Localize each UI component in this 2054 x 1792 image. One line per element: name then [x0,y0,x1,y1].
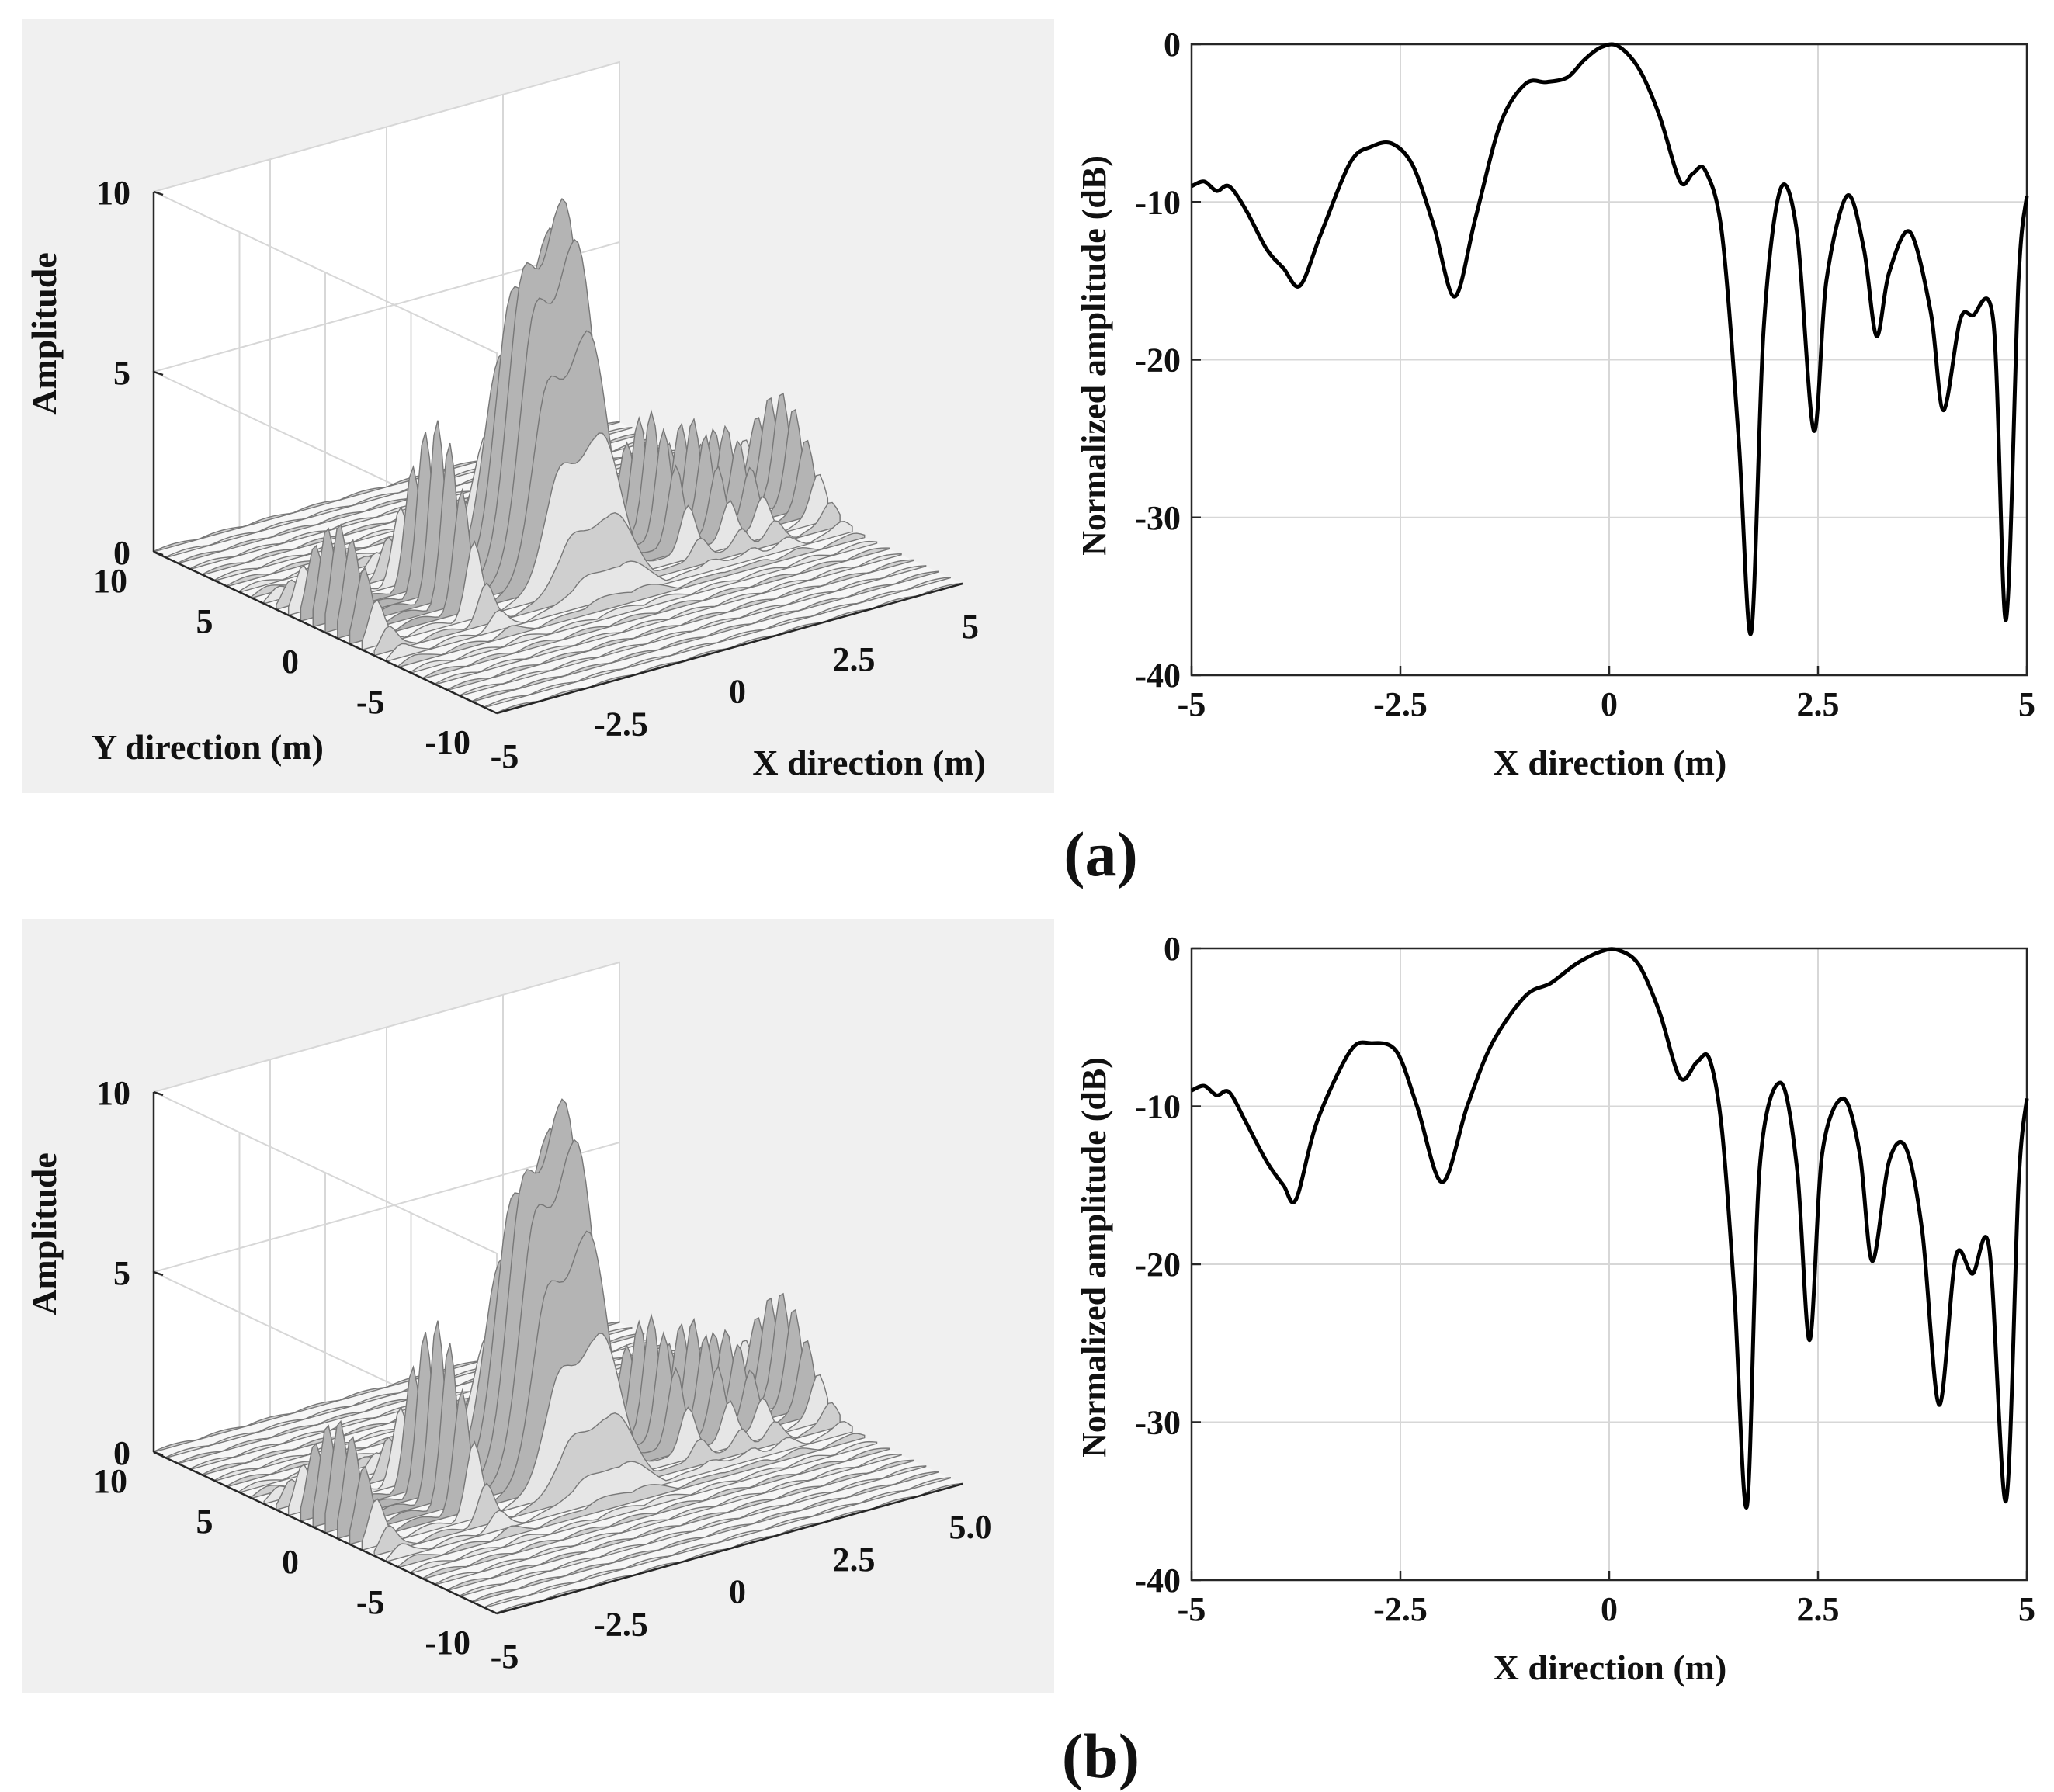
panel-b-3d-z-tick-0 [153,1451,164,1457]
panel-a-y-axis-label: Y direction (m) [92,727,324,767]
panel-a-line-x-tick-label-4: 5 [2018,685,2035,723]
panel-a-z-axis-label: Amplitude [24,252,64,415]
panel-a-line-y-tick-label-0: 0 [1164,26,1181,64]
panel-a-3d-surface-ridge-25 [459,565,927,697]
panel-a-3d-y-tick-label-3: -5 [356,683,385,721]
panel-a-line-y-axis-label: Normalized amplitude (dB) [1075,155,1113,556]
panel-b-3d-z-tick-label-0: 0 [113,1434,130,1472]
panel-b-3d-surface-ridge-25 [459,1465,927,1597]
panel-a-3d-z-tick-2 [153,190,164,196]
panel-a-3d-y-tick-label-2: 0 [282,643,299,681]
panel-b-3d-surface-ridge-24 [447,1459,914,1592]
panel-b-line-x-tick-label-3: 2.5 [1797,1590,1840,1628]
panel-a-line-series-line-0 [1190,42,2029,636]
panel-a-line-x-tick-label-3: 2.5 [1797,685,1840,723]
panel-a-3d-surface-ridge-24 [447,559,914,691]
panel-a-3d-surface-ridge-22 [422,547,890,680]
panel-b-line-y-tick-label-2: -20 [1135,1246,1181,1284]
panel-b-line-series-line-0 [1190,947,2029,1510]
panel-a-3d-surface-ridge-23 [435,553,902,685]
panel-b-3d-z-tick-2 [153,1090,164,1097]
panel-b-3d-surface-ridge-22 [422,1447,890,1580]
panel-a-line-y-tick-label-3: -30 [1135,499,1181,537]
panel-a-line-y-tick-label-2: -20 [1135,341,1181,380]
panel-a-3d-surface-ridge-27 [484,577,951,709]
panel-a-3d-x-axis-line [496,582,963,715]
panel-a-3d-x-tick-label-3: 2.5 [833,640,876,678]
panel-b-3d-x-tick-label-2: 0 [729,1573,746,1611]
panel-a-3d-axes: 0 5 10 10 5 0 -5 -10 -5 -2.5 0 2.5 5 [93,174,979,775]
panel-b-3d-surface-ridge-21 [410,1440,878,1574]
panel-b-3d-surface-ridge-27 [484,1477,951,1609]
panel-a-3d-x-tick-label-0: -5 [491,737,519,775]
panel-a-3d-surface-ridge-20 [398,532,866,668]
panel-a-line-x-tick-label-1: -2.5 [1373,685,1428,723]
panel-b-line-y-tick-label-3: -30 [1135,1404,1181,1442]
panel-a-3d-z-tick-1 [153,370,164,376]
panel-b-3d-x-tick-label-0: -5 [491,1638,519,1676]
panel-a-3d-surface-ridge-26 [471,570,939,703]
panel-a-x-axis-label: X direction (m) [752,743,986,782]
panel-a-line-x-tick-label-2: 0 [1601,685,1618,723]
panel-b-3d-x-tick-label-1: -2.5 [594,1605,648,1643]
panel-b-line-y-tick-label-1: -10 [1135,1088,1181,1126]
panel-b-3d-z-tick-label-1: 5 [113,1254,130,1292]
panel-b-line-x-tick-label-4: 5 [2018,1590,2035,1628]
panel-a-3d-z-tick-label-1: 5 [113,354,130,392]
panel-a-3d-y-tick-label-4: -10 [425,723,470,761]
panel-a-3d-chart: 0 5 10 10 5 0 -5 -10 -5 -2.5 0 2.5 5 Amplitude Y dir… [22,19,1054,793]
panel-a-3d-x-tick-label-2: 0 [729,673,746,711]
panel-b-3d-y-tick-label-2: 0 [282,1543,299,1581]
panel-b-line-chart: -5 -2.5 0 2.5 5 0 -10 -20 -30 -40 Normalized ampl… [1075,930,2035,1687]
panel-a-3d-x-tick-label-1: -2.5 [594,705,648,743]
panel-b-3d-chart: 0 5 10 10 5 0 -5 -10 -5 -2.5 0 2.5 5.0 Amplitude [22,919,1054,1693]
panel-b-z-axis-label: Amplitude [24,1152,64,1315]
panel-a-line-y-tick-label-4: -40 [1135,657,1181,695]
panel-a-line-chart: -5 -2.5 0 2.5 5 0 -10 -20 -30 -40 Normalized ampl… [1075,26,2035,782]
panel-a-3d-y-axis-line [153,550,498,715]
panel-b-line-y-tick-label-4: -40 [1135,1562,1181,1600]
panel-b-3d-x-tick-label-4: 5.0 [949,1508,992,1546]
panel-b-3d-y-tick-label-0: 10 [93,1462,127,1500]
panel-a-3d-y-tick-label-1: 5 [196,602,213,640]
panel-b-line-x-tick-label-2: 0 [1601,1590,1618,1628]
panel-b-line-plot-area: -5 -2.5 0 2.5 5 0 -10 -20 -30 -40 [1135,930,2035,1628]
panel-a-line-x-tick-label-0: -5 [1178,685,1206,723]
panel-b-3d-axes: 0 5 10 10 5 0 -5 -10 -5 -2.5 0 2.5 5.0 [93,1074,992,1676]
panel-a-3d-z-tick-label-0: 0 [113,534,130,572]
panel-a-line-y-tick-label-1: -10 [1135,183,1181,221]
panel-b-3d-y-tick-label-4: -10 [425,1624,470,1662]
panel-b-3d-x-tick-label-3: 2.5 [833,1541,876,1579]
panel-a-3d-z-tick-0 [153,550,164,556]
panel-b-3d-surface-ridge-19 [386,1421,853,1563]
panel-a-3d-surface [153,197,963,714]
panel-b-line-y-axis-label: Normalized amplitude (dB) [1075,1057,1113,1458]
panel-b-3d-y-tick-label-3: -5 [356,1583,385,1621]
panel-label-b: (b) [1062,1721,1140,1791]
panel-b-3d-surface-ridge-20 [398,1433,866,1568]
panel-a-line-x-axis-label: X direction (m) [1494,743,1727,782]
panel-b-3d-y-tick-label-1: 5 [196,1503,213,1541]
panel-b-line-y-tick-label-0: 0 [1164,930,1181,968]
panel-a-line-plot-area: -5 -2.5 0 2.5 5 0 -10 -20 -30 -40 [1135,26,2035,723]
panel-b-3d-x-axis-line [496,1482,963,1615]
panel-b-3d-surface-ridge-23 [435,1454,902,1586]
panel-b-line-x-tick-label-1: -2.5 [1373,1590,1428,1628]
panel-a-3d-surface-ridge-19 [386,521,853,663]
panel-label-a: (a) [1063,819,1138,889]
panel-b-3d-surface-ridge-26 [471,1471,939,1603]
panel-b-3d-z-tick-1 [153,1270,164,1277]
panel-a-3d-surface-ridge-21 [410,540,878,674]
panel-a-3d-y-tick-label-0: 10 [93,562,127,600]
panel-b-line-x-tick-label-0: -5 [1178,1590,1206,1628]
panel-b-3d-z-tick-label-2: 10 [96,1074,130,1112]
panel-a-3d-z-tick-label-2: 10 [96,174,130,212]
panel-b-3d-surface [153,1098,963,1614]
panel-a-3d-x-tick-label-4: 5 [962,608,979,646]
panel-b-line-x-axis-label: X direction (m) [1494,1648,1727,1687]
panel-b-3d-y-axis-line [153,1451,498,1615]
